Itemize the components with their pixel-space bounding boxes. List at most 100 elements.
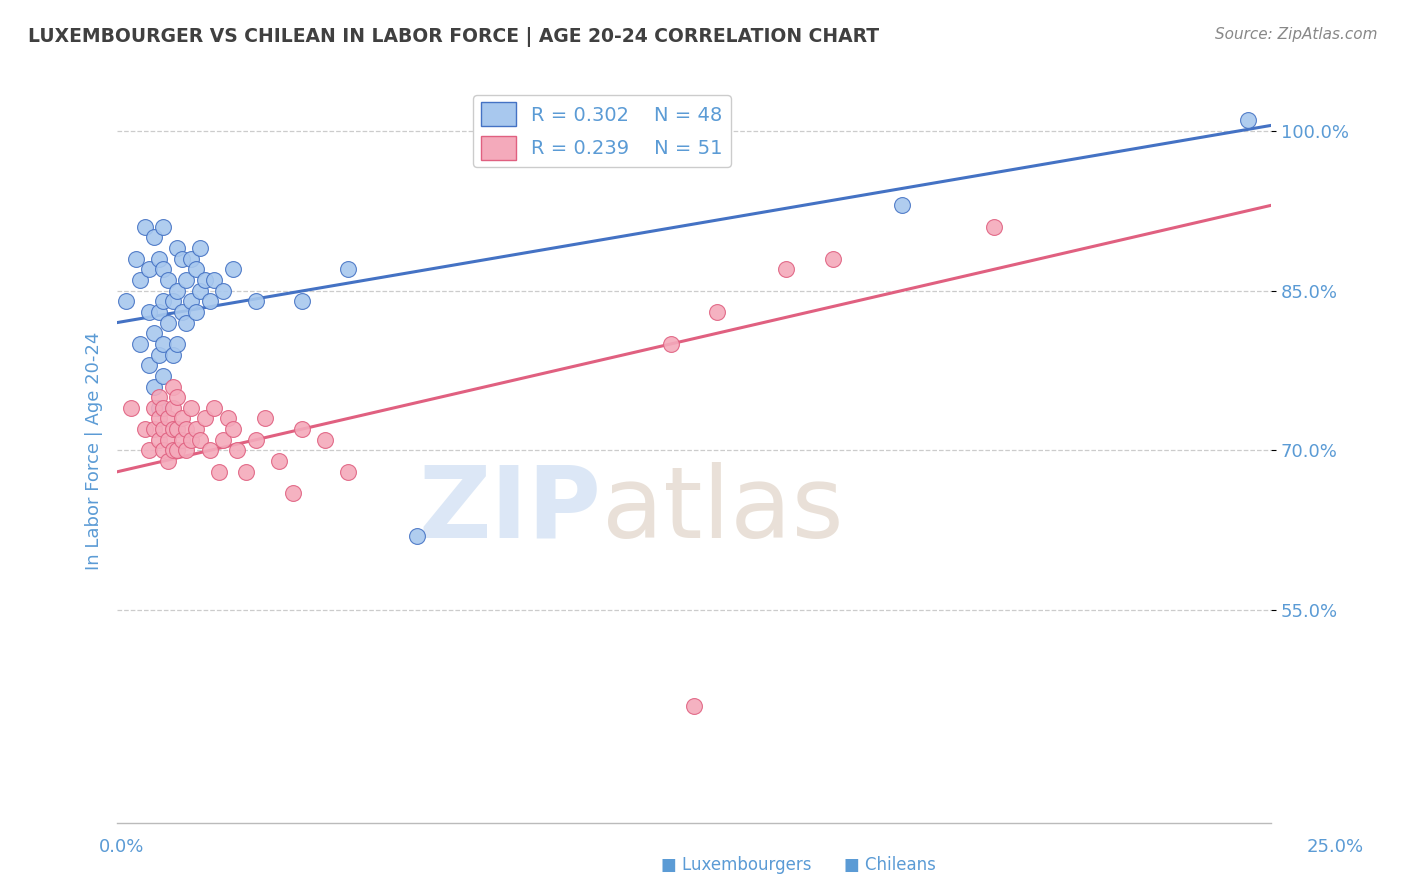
Point xyxy=(162,401,184,415)
Point xyxy=(208,465,231,479)
Point xyxy=(1237,113,1260,128)
Point xyxy=(291,422,314,436)
Point xyxy=(138,305,160,319)
Point xyxy=(226,443,249,458)
Point xyxy=(152,443,174,458)
Point xyxy=(152,422,174,436)
Point xyxy=(180,401,202,415)
Point xyxy=(143,401,166,415)
Point xyxy=(143,379,166,393)
Text: LUXEMBOURGER VS CHILEAN IN LABOR FORCE | AGE 20-24 CORRELATION CHART: LUXEMBOURGER VS CHILEAN IN LABOR FORCE |… xyxy=(28,27,879,46)
Point xyxy=(194,411,217,425)
Point xyxy=(180,433,202,447)
Point xyxy=(138,358,160,372)
Point xyxy=(217,411,239,425)
Point xyxy=(152,368,174,383)
Text: 0.0%: 0.0% xyxy=(98,838,143,856)
Point xyxy=(152,337,174,351)
Point xyxy=(143,422,166,436)
Point xyxy=(148,347,170,361)
Point xyxy=(148,305,170,319)
Point xyxy=(180,252,202,266)
Text: 25.0%: 25.0% xyxy=(1306,838,1364,856)
Point xyxy=(245,294,267,309)
Text: Source: ZipAtlas.com: Source: ZipAtlas.com xyxy=(1215,27,1378,42)
Point xyxy=(162,347,184,361)
Point xyxy=(202,401,225,415)
Point xyxy=(120,401,142,415)
Point xyxy=(148,252,170,266)
Legend: R = 0.302    N = 48, R = 0.239    N = 51: R = 0.302 N = 48, R = 0.239 N = 51 xyxy=(472,95,731,168)
Point xyxy=(170,411,193,425)
Point xyxy=(148,390,170,404)
Point xyxy=(156,411,179,425)
Point xyxy=(198,294,221,309)
Point xyxy=(148,401,170,415)
Point xyxy=(314,433,336,447)
Point xyxy=(221,422,243,436)
Point xyxy=(202,273,225,287)
Point xyxy=(152,219,174,234)
Point xyxy=(983,219,1005,234)
Point xyxy=(143,326,166,341)
Point xyxy=(134,422,156,436)
Point xyxy=(336,262,359,277)
Point xyxy=(659,337,682,351)
Point xyxy=(281,486,304,500)
Point xyxy=(706,305,728,319)
Point xyxy=(198,443,221,458)
Point xyxy=(212,284,235,298)
Point xyxy=(775,262,797,277)
Point xyxy=(184,422,207,436)
Point xyxy=(176,422,198,436)
Y-axis label: In Labor Force | Age 20-24: In Labor Force | Age 20-24 xyxy=(86,331,103,570)
Point xyxy=(221,262,243,277)
Text: ■ Chileans: ■ Chileans xyxy=(844,856,935,874)
Point xyxy=(212,433,235,447)
Point xyxy=(143,230,166,244)
Point xyxy=(156,433,179,447)
Point xyxy=(162,379,184,393)
Point xyxy=(138,443,160,458)
Text: ■ Luxembourgers: ■ Luxembourgers xyxy=(661,856,811,874)
Point xyxy=(890,198,912,212)
Point xyxy=(683,699,706,714)
Point xyxy=(156,454,179,468)
Point xyxy=(156,316,179,330)
Point xyxy=(245,433,267,447)
Point xyxy=(166,284,188,298)
Point xyxy=(170,252,193,266)
Point xyxy=(129,273,152,287)
Point xyxy=(134,219,156,234)
Point xyxy=(267,454,290,468)
Point xyxy=(406,529,429,543)
Point xyxy=(148,433,170,447)
Text: atlas: atlas xyxy=(602,462,844,558)
Point xyxy=(194,273,217,287)
Point xyxy=(166,390,188,404)
Point xyxy=(129,337,152,351)
Point xyxy=(188,433,211,447)
Point xyxy=(162,422,184,436)
Point xyxy=(184,262,207,277)
Point xyxy=(188,241,211,255)
Point xyxy=(152,262,174,277)
Point xyxy=(166,241,188,255)
Point xyxy=(152,294,174,309)
Point xyxy=(176,443,198,458)
Point xyxy=(115,294,138,309)
Point xyxy=(821,252,844,266)
Point xyxy=(166,337,188,351)
Point xyxy=(176,273,198,287)
Point xyxy=(336,465,359,479)
Point xyxy=(148,411,170,425)
Point xyxy=(166,422,188,436)
Point xyxy=(170,305,193,319)
Point xyxy=(188,284,211,298)
Point xyxy=(170,433,193,447)
Point xyxy=(176,316,198,330)
Point xyxy=(162,294,184,309)
Point xyxy=(156,273,179,287)
Point xyxy=(184,305,207,319)
Point xyxy=(124,252,146,266)
